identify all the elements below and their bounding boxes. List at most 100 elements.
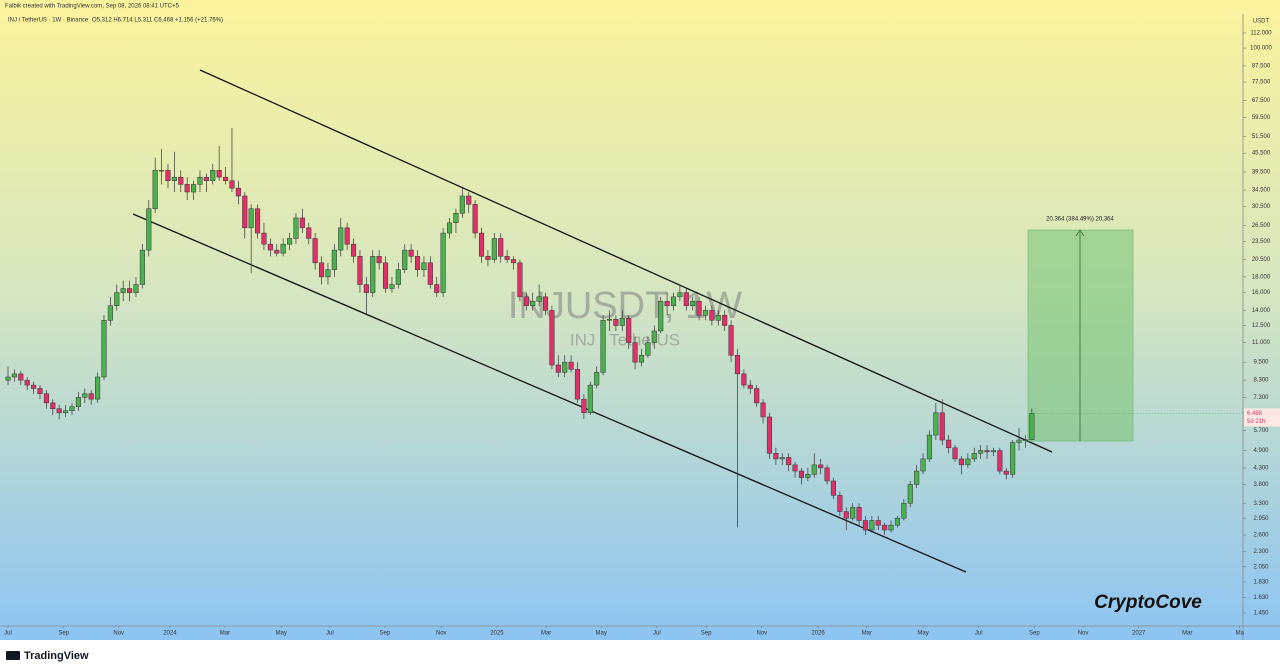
- candle-body: [446, 222, 453, 234]
- candle-body: [421, 262, 427, 270]
- y-tick-label: 1.830: [1253, 579, 1269, 585]
- y-tick-label: 112.000: [1250, 31, 1272, 37]
- watermark-name: INJ / TetherUS: [570, 330, 680, 349]
- candle-body: [107, 305, 113, 321]
- y-tick-label: 34.500: [1252, 188, 1271, 194]
- candle-body: [318, 262, 325, 278]
- candle-body: [280, 243, 286, 254]
- y-tick-label: 45.500: [1252, 151, 1271, 157]
- candle-body: [133, 284, 139, 293]
- candle-body: [581, 398, 587, 414]
- candle-body: [37, 388, 43, 394]
- candle-body: [101, 320, 107, 378]
- candle-body: [747, 384, 753, 389]
- y-tick-label: 39.500: [1252, 170, 1271, 176]
- candle-body: [850, 507, 856, 519]
- candle-body: [210, 170, 216, 181]
- candle-body: [75, 397, 81, 408]
- candle-body: [440, 232, 446, 293]
- x-tick-label: Mar: [541, 631, 551, 637]
- candle-body: [5, 376, 11, 381]
- candle-body: [485, 256, 491, 260]
- candle-body: [146, 208, 152, 251]
- candle-body: [824, 467, 830, 482]
- x-tick-label: Ma: [1236, 631, 1245, 637]
- candle-body: [619, 318, 625, 326]
- candle-body: [395, 269, 401, 285]
- candle-body: [568, 361, 574, 370]
- candle-body: [939, 412, 945, 441]
- candle-body: [498, 238, 504, 257]
- candle-body: [779, 457, 785, 460]
- x-tick-label: Mar: [1182, 631, 1192, 637]
- x-tick-label: Nov: [113, 631, 124, 637]
- candle-body: [990, 450, 996, 453]
- last-price-tag: [1244, 408, 1280, 427]
- candle-body: [235, 187, 241, 197]
- candle-body: [434, 284, 440, 293]
- candle-body: [696, 300, 702, 316]
- x-tick-label: 2027: [1132, 631, 1146, 637]
- candle-body: [459, 195, 465, 214]
- candle-body: [594, 372, 600, 386]
- y-tick-label: 2.600: [1253, 533, 1269, 539]
- x-tick-label: May: [917, 631, 928, 637]
- brand-logo: [6, 651, 20, 660]
- candle-body: [376, 256, 382, 264]
- y-tick-label: 5.700: [1253, 428, 1269, 434]
- candle-body: [255, 208, 261, 234]
- candle-body: [370, 256, 376, 293]
- candle-body: [427, 262, 433, 285]
- candle-body: [1029, 413, 1035, 440]
- candle-body: [728, 325, 734, 356]
- candle-body: [875, 520, 881, 526]
- candle-body: [683, 292, 689, 306]
- candle-body: [709, 310, 715, 321]
- candle-body: [517, 262, 523, 298]
- candle-body: [363, 284, 369, 293]
- x-tick-label: Jul: [653, 631, 661, 637]
- candle-body: [478, 232, 485, 257]
- y-tick-label: 8.300: [1253, 378, 1269, 384]
- candle-body: [811, 464, 817, 475]
- candle-body: [466, 195, 472, 205]
- candle-body: [805, 474, 811, 478]
- candle-body: [191, 184, 197, 193]
- candle-body: [856, 507, 862, 521]
- candle-body: [542, 296, 549, 311]
- x-tick-label: Sep: [380, 631, 391, 637]
- x-tick-label: Jul: [4, 631, 12, 637]
- candle-body: [159, 170, 165, 172]
- signature: CryptoCove: [1094, 592, 1202, 613]
- y-tick-label: 100.000: [1250, 46, 1272, 52]
- y-tick-label: 59.500: [1252, 115, 1271, 121]
- credit: Falbik created with TradingView.com, Sep…: [5, 4, 179, 10]
- y-tick-label: 23.500: [1252, 239, 1271, 245]
- candle-body: [293, 217, 299, 239]
- candle-body: [555, 364, 561, 373]
- measure-label: 20.364 (384.49%) 20,364: [1046, 217, 1114, 223]
- y-tick-label: 18.000: [1252, 274, 1271, 280]
- candle-body: [965, 458, 971, 466]
- candle-body: [43, 393, 49, 404]
- candle-body: [952, 447, 958, 460]
- candle-body: [491, 238, 497, 260]
- candle-body: [645, 342, 651, 356]
- footer: [0, 640, 1280, 671]
- candle-body: [1010, 442, 1016, 475]
- candle-body: [587, 384, 593, 414]
- candle-body: [18, 373, 24, 381]
- candle-body: [651, 330, 657, 343]
- candle-body: [773, 452, 779, 460]
- y-tick-label: 20.500: [1252, 257, 1271, 263]
- candle-body: [24, 379, 30, 386]
- y-tick-label: 1.630: [1253, 595, 1269, 601]
- candle-body: [741, 373, 747, 386]
- candle-body: [88, 393, 94, 400]
- candle-body: [120, 288, 126, 293]
- y-tick-label: 16.000: [1252, 290, 1271, 296]
- candle-body: [606, 319, 613, 321]
- candle-body: [325, 269, 331, 278]
- y-tick-label: 3.800: [1253, 482, 1269, 488]
- x-tick-label: Mar: [220, 631, 230, 637]
